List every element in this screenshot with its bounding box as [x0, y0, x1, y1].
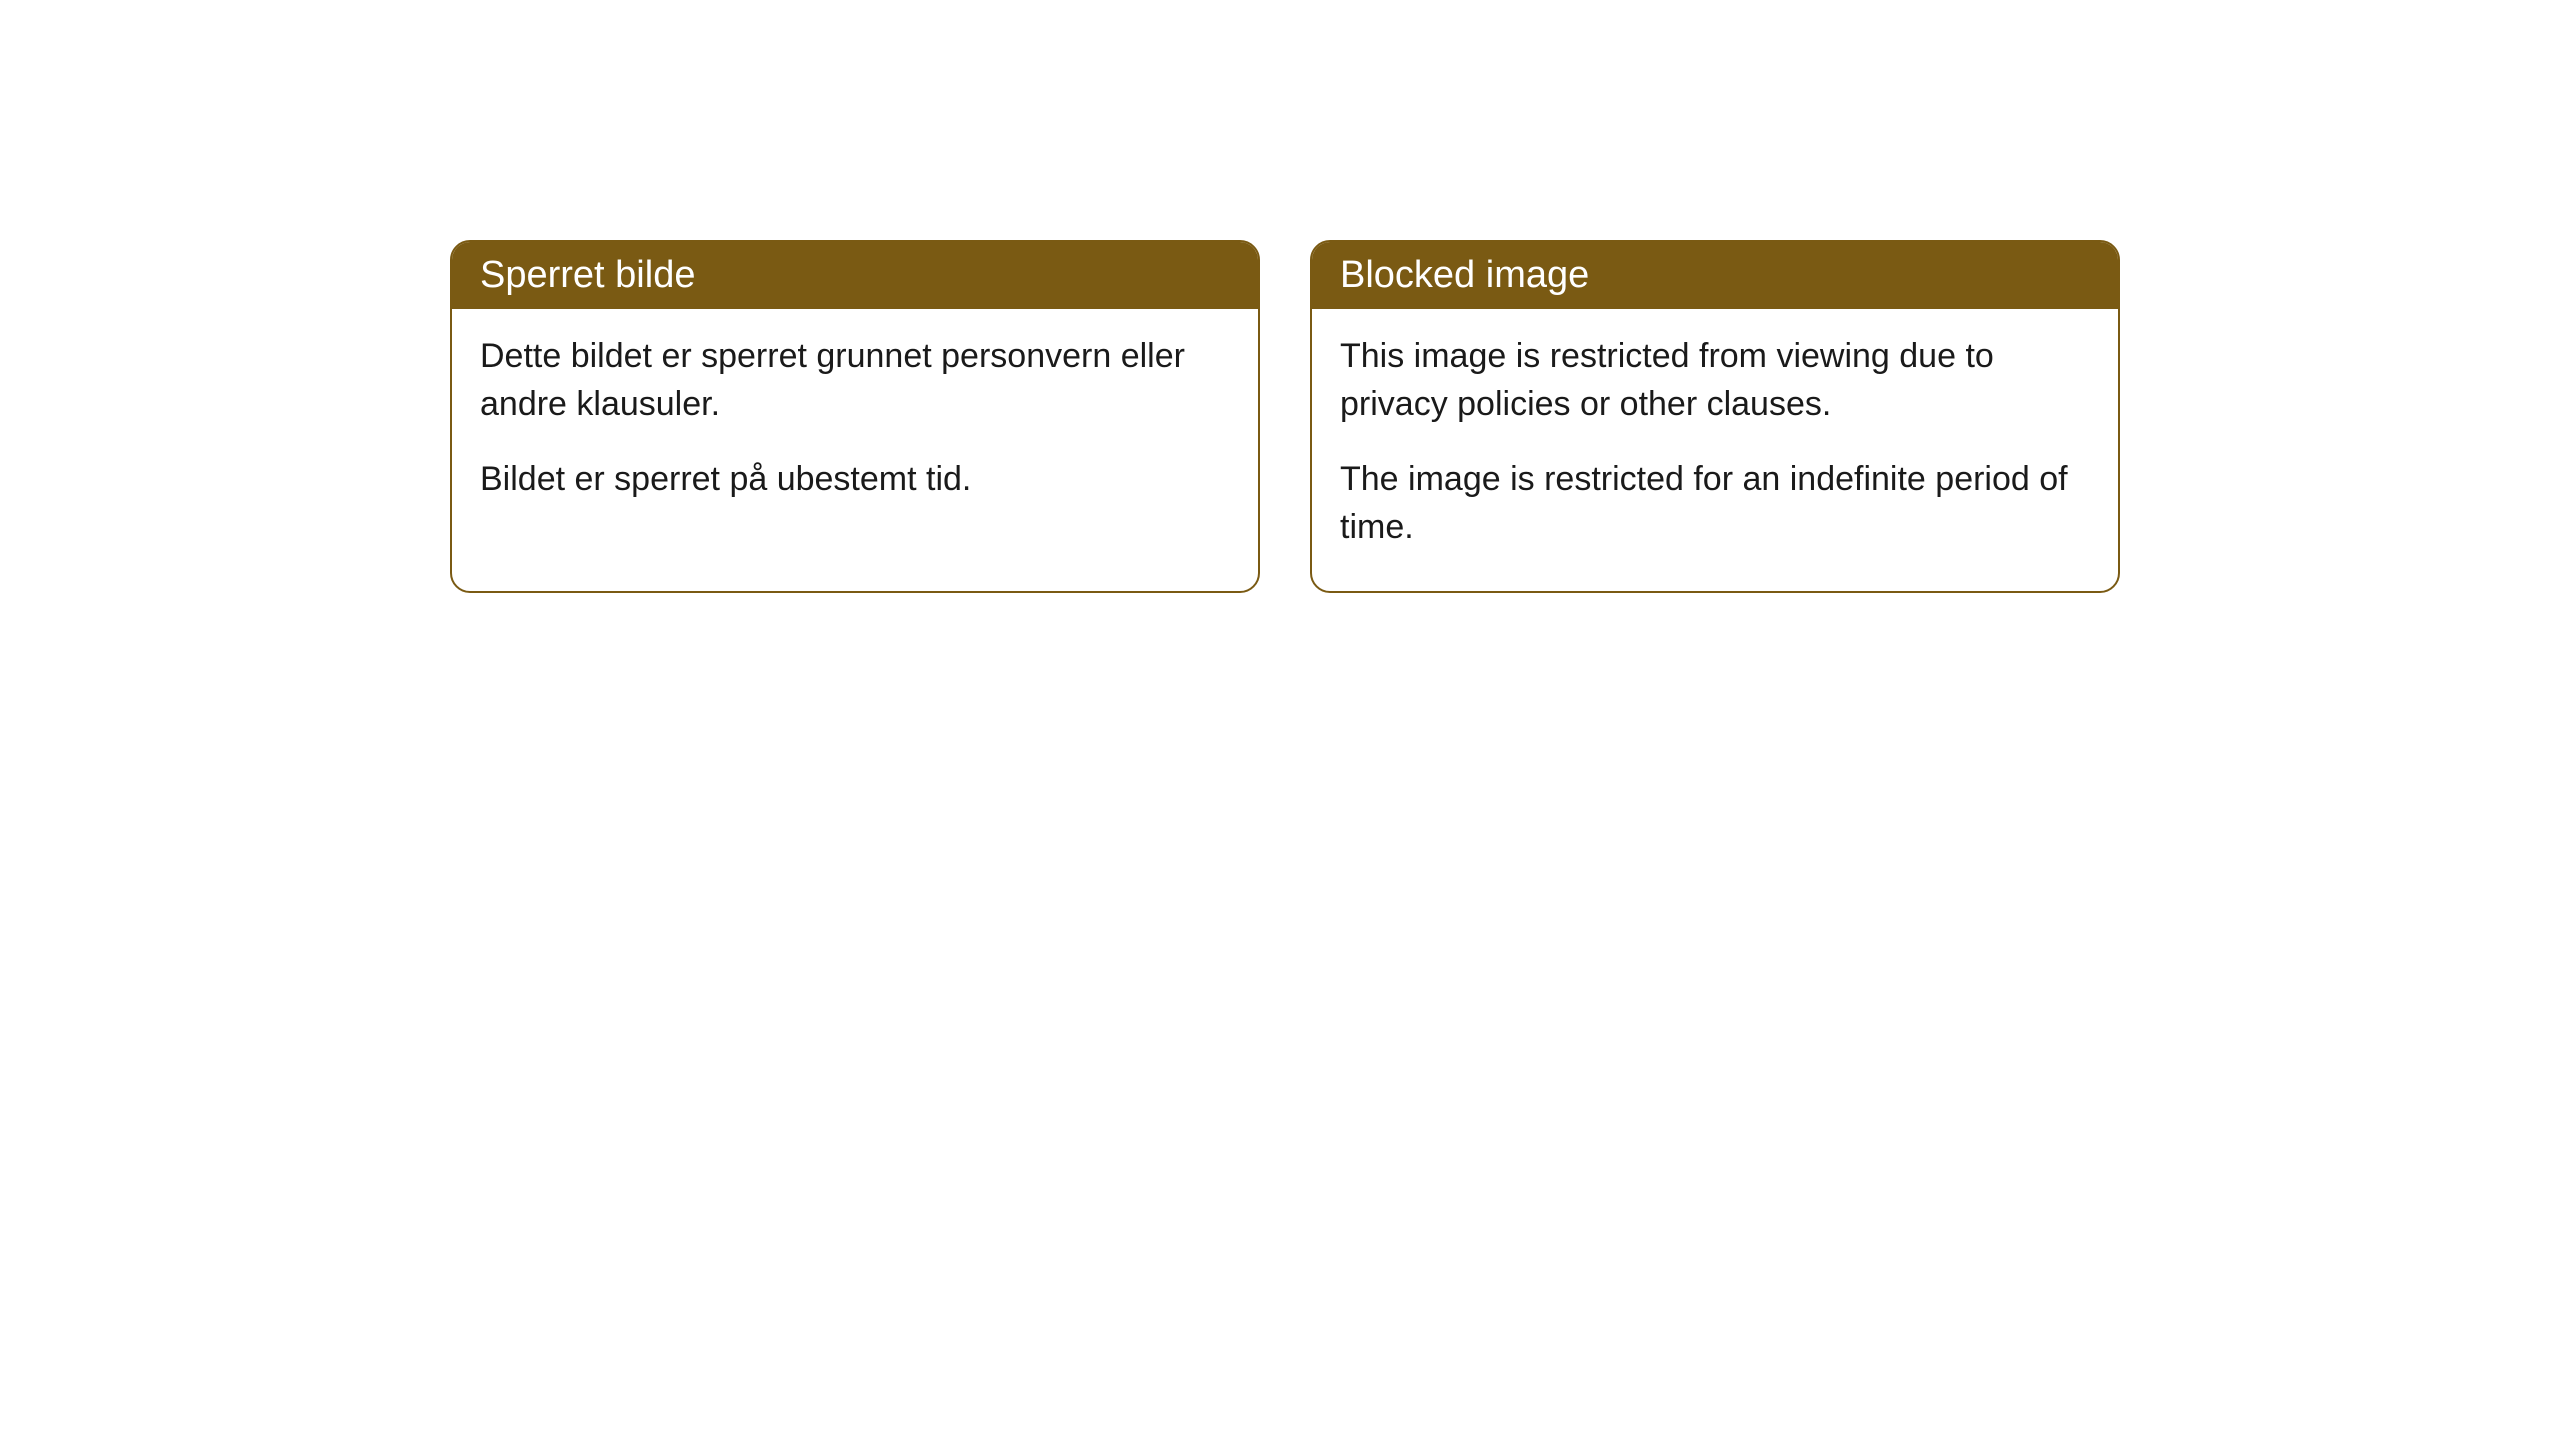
card-header: Sperret bilde — [452, 242, 1258, 309]
card-title: Sperret bilde — [480, 254, 695, 296]
card-body: Dette bildet er sperret grunnet personve… — [452, 309, 1258, 544]
notice-card-english: Blocked image This image is restricted f… — [1310, 240, 2120, 593]
notice-container: Sperret bilde Dette bildet er sperret gr… — [0, 0, 2560, 593]
card-title: Blocked image — [1340, 254, 1589, 296]
card-paragraph: This image is restricted from viewing du… — [1340, 333, 2090, 428]
card-paragraph: The image is restricted for an indefinit… — [1340, 456, 2090, 551]
notice-card-norwegian: Sperret bilde Dette bildet er sperret gr… — [450, 240, 1260, 593]
card-header: Blocked image — [1312, 242, 2118, 309]
card-body: This image is restricted from viewing du… — [1312, 309, 2118, 591]
card-paragraph: Dette bildet er sperret grunnet personve… — [480, 333, 1230, 428]
card-paragraph: Bildet er sperret på ubestemt tid. — [480, 456, 1230, 504]
